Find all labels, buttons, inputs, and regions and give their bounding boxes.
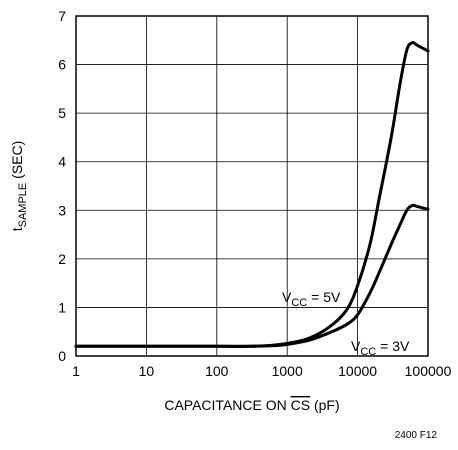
x-tick-label: 100: [205, 363, 229, 379]
y-tick-labels: 0 1 2 3 4 5 6 7: [58, 8, 66, 364]
y-tick-label: 6: [58, 57, 66, 73]
x-tick-label: 1: [72, 363, 80, 379]
plot-frame: [75, 15, 429, 357]
x-axis-label: CAPACITANCE ON CS (pF): [164, 397, 339, 413]
y-tick-label: 0: [58, 348, 66, 364]
y-tick-label: 4: [58, 154, 66, 170]
y-axis-label: tSAMPLE (SEC): [9, 141, 29, 232]
x-tick-label: 10000: [338, 363, 377, 379]
figure-note: 2400 F12: [395, 430, 438, 441]
y-tick-label: 3: [58, 202, 66, 218]
y-tick-label: 5: [58, 105, 66, 121]
y-tick-label: 7: [58, 8, 66, 24]
y-tick-label: 1: [58, 299, 66, 315]
x-tick-label: 10: [139, 363, 155, 379]
series-label-3v: VCC = 3V: [351, 338, 410, 358]
series-lines: [74, 41, 430, 348]
plot-area: [76, 16, 428, 356]
series-label-5v: VCC = 5V: [282, 289, 341, 309]
y-tick-label: 2: [58, 251, 66, 267]
x-tick-label: 1000: [272, 363, 303, 379]
x-tick-labels: 1 10 100 1000 10000 100000: [72, 363, 451, 379]
series-line-3v: [74, 203, 430, 348]
x-tick-label: 100000: [405, 363, 452, 379]
